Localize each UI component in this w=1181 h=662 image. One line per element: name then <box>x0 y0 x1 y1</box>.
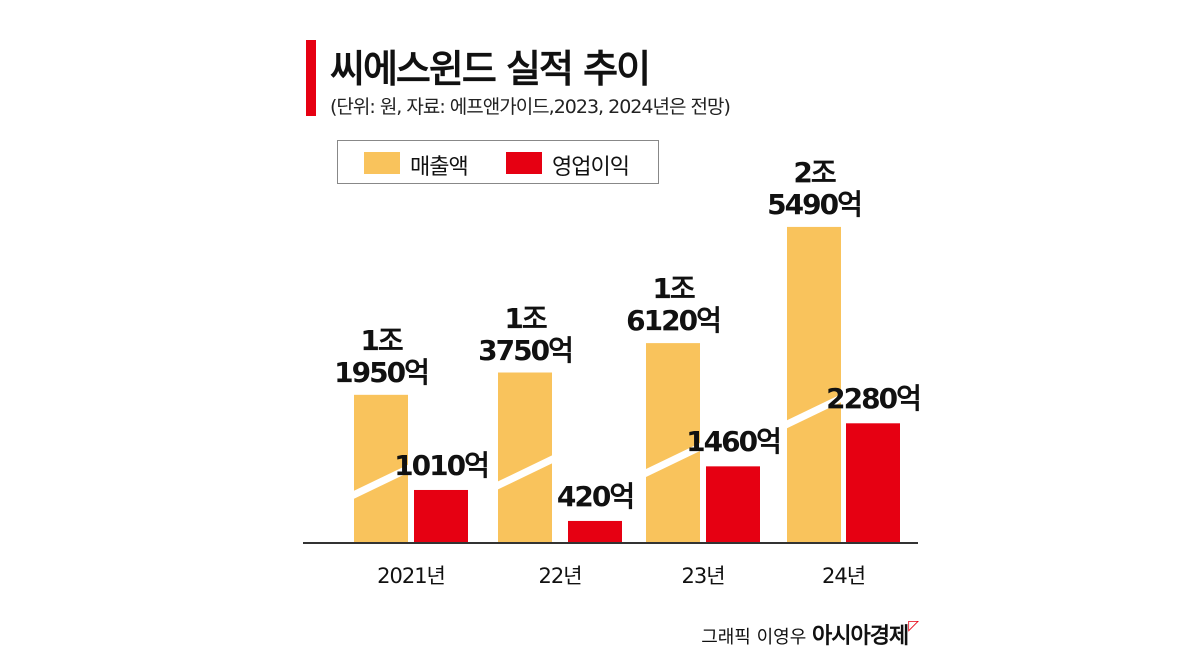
revenue-value-label: 1조 3750억 <box>478 301 574 367</box>
x-tick-label: 23년 <box>681 564 725 588</box>
x-tick-label: 2021년 <box>377 564 446 588</box>
legend-swatch-operating-profit <box>506 152 542 174</box>
bar-operating-profit-0 <box>414 489 468 543</box>
bar-revenue-3 <box>787 226 841 543</box>
axis-break-mark <box>787 394 841 429</box>
credit-text: 그래픽 이영우 <box>701 627 807 648</box>
operating-profit-value-label: 420억 <box>556 479 635 513</box>
x-tick-label: 24년 <box>821 564 866 588</box>
logo-mark-icon: ◸ <box>908 618 919 634</box>
operating-profit-value-label: 1010억 <box>394 448 490 482</box>
axis-break-mark <box>354 464 408 499</box>
revenue-value-label: 2조 5490억 <box>767 155 863 221</box>
x-tick-label: 22년 <box>538 564 582 588</box>
axis-break-mark <box>646 443 700 478</box>
axis-break-mark <box>498 455 552 490</box>
revenue-value-label: 1조 1950억 <box>334 323 430 389</box>
legend-swatch-revenue <box>364 152 400 174</box>
bar-operating-profit-1 <box>568 520 622 543</box>
credit: 그래픽 이영우 아시아경제◸ <box>701 618 919 650</box>
bar-revenue-1 <box>498 372 552 543</box>
title-accent-bar <box>306 40 316 116</box>
publisher-logo: 아시아경제 <box>812 624 909 649</box>
operating-profit-value-label: 1460억 <box>686 425 782 459</box>
revenue-value-label: 1조 6120억 <box>626 272 722 338</box>
chart-title: 씨에스윈드 실적 추이 <box>330 47 651 91</box>
bar-revenue-0 <box>354 394 408 543</box>
legend: 매출액 영업이익 <box>337 140 659 184</box>
legend-label-revenue: 매출액 <box>410 155 469 180</box>
bar-revenue-2 <box>646 343 700 543</box>
bar-operating-profit-3 <box>846 423 900 543</box>
chart-subtitle: (단위: 원, 자료: 에프앤가이드,2023, 2024년은 전망) <box>330 96 731 118</box>
legend-label-operating-profit: 영업이익 <box>552 155 630 180</box>
bar-operating-profit-2 <box>706 466 760 543</box>
operating-profit-value-label: 2280억 <box>826 382 922 416</box>
